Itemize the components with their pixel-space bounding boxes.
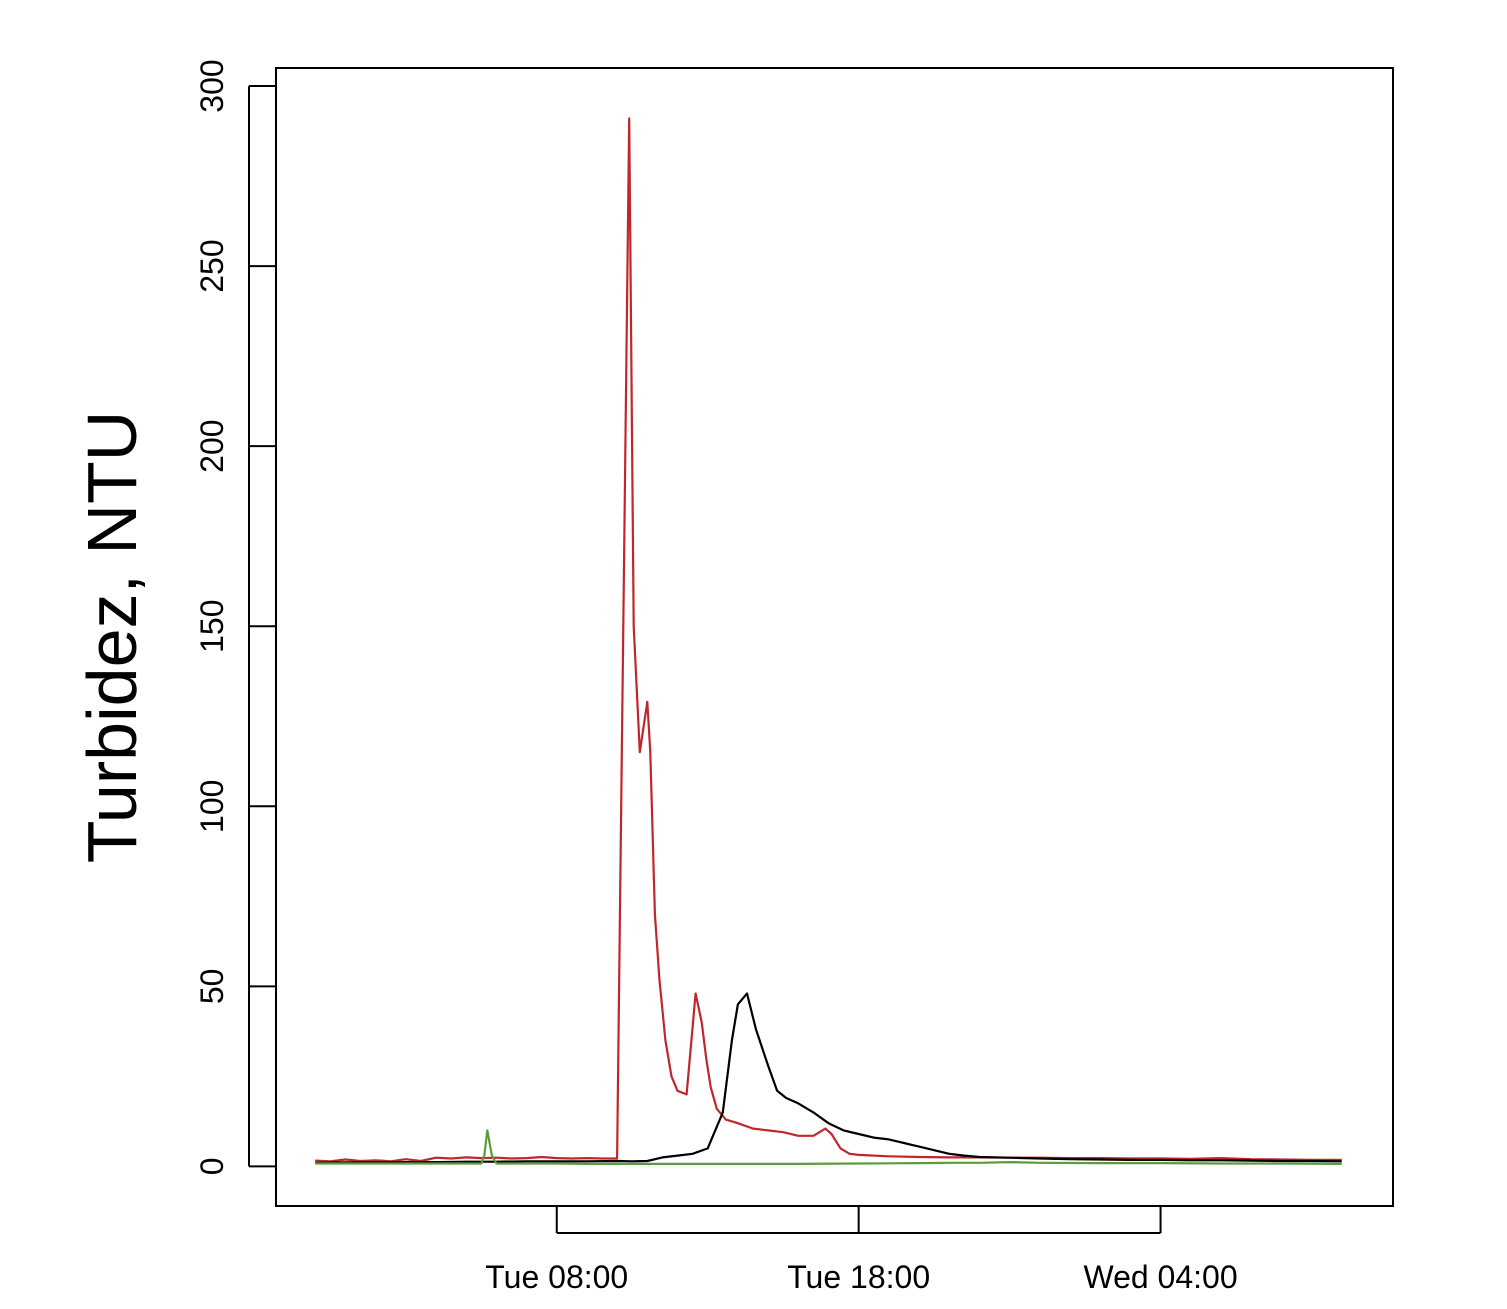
y-tick-label: 250 bbox=[194, 239, 230, 292]
y-axis-title: Turbidez, NTU bbox=[73, 411, 151, 864]
x-tick-label: Tue 08:00 bbox=[485, 1259, 628, 1295]
series-line-2 bbox=[315, 992, 1342, 1164]
plot-frame bbox=[275, 67, 1394, 1207]
y-tick-label: 50 bbox=[194, 969, 230, 1005]
x-axis: Tue 08:00 Tue 18:00 Wed 04:00 bbox=[485, 1206, 1238, 1295]
y-axis: 0 50 100 150 200 250 300 bbox=[194, 59, 276, 1175]
y-tick-label: 150 bbox=[194, 600, 230, 653]
y-tick-label: 200 bbox=[194, 419, 230, 472]
series-layer bbox=[315, 117, 1342, 1166]
y-tick-label: 100 bbox=[194, 780, 230, 833]
x-tick-label: Tue 18:00 bbox=[787, 1259, 930, 1295]
x-tick-label: Wed 04:00 bbox=[1083, 1259, 1237, 1295]
series-line-3 bbox=[315, 1129, 1342, 1166]
y-tick-label: 300 bbox=[194, 59, 230, 112]
series-line-1 bbox=[315, 117, 1342, 1163]
y-tick-label: 0 bbox=[194, 1157, 230, 1175]
